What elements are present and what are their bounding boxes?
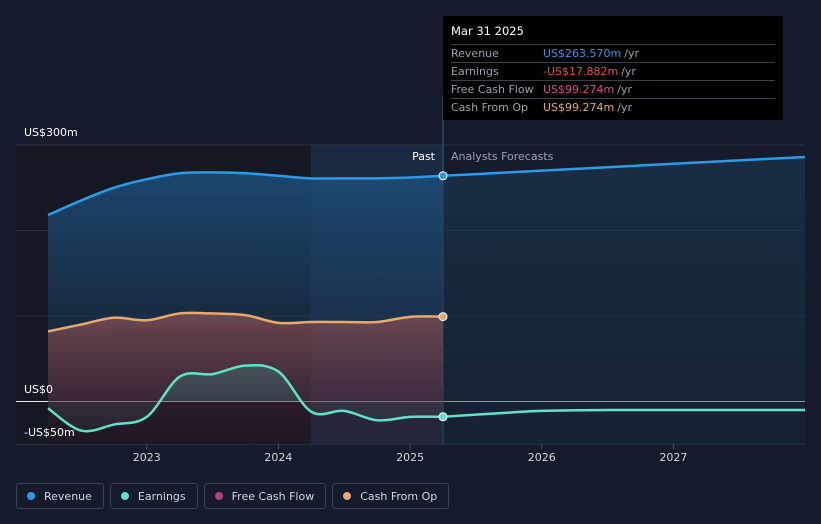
- tooltip-row: Earnings -US$17.882m/yr: [451, 62, 775, 80]
- tooltip-date: Mar 31 2025: [451, 24, 524, 38]
- legend-item-earnings[interactable]: Earnings: [109, 483, 198, 509]
- legend-dot-icon: [214, 492, 223, 500]
- tooltip-row-unit: /yr: [621, 65, 636, 78]
- point-marker-earnings: [438, 412, 448, 422]
- x-tick-label: 2023: [133, 451, 161, 464]
- y-label-bottom: -US$50m: [24, 426, 75, 439]
- x-tick-label: 2024: [264, 451, 292, 464]
- y-label-zero: US$0: [24, 383, 53, 396]
- cash-area: [48, 312, 443, 402]
- x-tick-label: 2027: [659, 451, 687, 464]
- revenue-area: [48, 172, 443, 332]
- legend-label: Cash From Op: [360, 489, 438, 503]
- legend-dot-icon: [120, 492, 129, 500]
- legend-label: Revenue: [44, 489, 92, 503]
- tooltip-row-value: US$99.274m: [543, 101, 615, 114]
- point-marker-cash-from-op: [438, 312, 448, 322]
- forecast-line-revenue: [442, 155, 806, 178]
- tooltip-row: Cash From Op US$99.274m/yr: [451, 98, 775, 116]
- forecast-line-earnings: [442, 408, 805, 419]
- tooltip-row-label: Revenue: [451, 47, 499, 60]
- legend-item-cash-from-op[interactable]: Cash From Op: [332, 483, 450, 509]
- tooltip-row-unit: /yr: [617, 83, 632, 96]
- legend-dot-icon: [343, 492, 352, 500]
- forecast-label: Analysts Forecasts: [451, 150, 554, 163]
- tooltip-row: Revenue US$263.570m/yr: [451, 44, 775, 62]
- negative-area: [48, 401, 443, 445]
- tooltip-row-label: Earnings: [451, 65, 499, 78]
- legend-label: Free Cash Flow: [231, 489, 315, 503]
- tooltip-row-value: US$263.570m: [543, 47, 622, 60]
- tooltip-row-value: -US$17.882m: [543, 65, 619, 78]
- revenue-forecast-area: [443, 156, 805, 445]
- legend-item-free-cash-flow[interactable]: Free Cash Flow: [203, 483, 327, 509]
- past-label: Past: [412, 150, 436, 163]
- chart-legend: Revenue Earnings Free Cash Flow Cash From O…: [16, 483, 450, 509]
- series-line-cash-from-op: [47, 311, 444, 333]
- series-line-earnings: [47, 364, 444, 433]
- tooltip-row-value: US$99.274m: [543, 83, 615, 96]
- legend-item-revenue[interactable]: Revenue: [16, 483, 104, 509]
- tooltip-row-unit: /yr: [624, 47, 639, 60]
- legend-dot-icon: [27, 492, 35, 500]
- tooltip-panel: Mar 31 2025 Revenue US$263.570m/yr Earning…: [443, 16, 783, 120]
- legend-label: Earnings: [137, 489, 186, 503]
- series-line-revenue: [47, 171, 444, 217]
- x-tick-label: 2026: [528, 451, 556, 464]
- point-marker-revenue: [438, 171, 448, 181]
- tooltip-row-label: Free Cash Flow: [451, 83, 534, 96]
- tooltip-row: Free Cash Flow US$99.274m/yr: [451, 80, 775, 98]
- tooltip-row-label: Cash From Op: [451, 101, 529, 114]
- tooltip-row-unit: /yr: [617, 101, 632, 114]
- x-tick-label: 2025: [396, 451, 424, 464]
- y-label-top: US$300m: [24, 126, 78, 139]
